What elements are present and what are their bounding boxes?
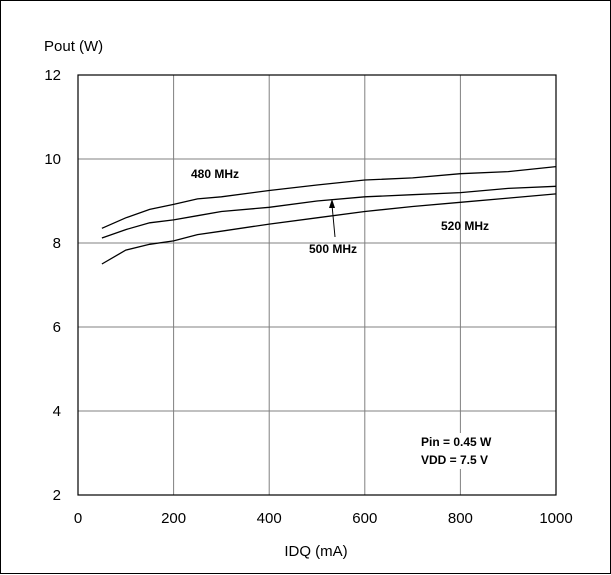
conditions-box-bg (419, 433, 503, 469)
condition-vdd: VDD = 7.5 V (421, 453, 488, 467)
x-tick-label: 400 (257, 510, 282, 527)
condition-pin: Pin = 0.45 W (421, 435, 492, 449)
series-line-520-mhz (101, 193, 557, 265)
x-tick-label: 200 (161, 510, 186, 527)
y-axis-title: Pout (W) (44, 38, 103, 55)
grid-layer (77, 74, 557, 496)
x-tick-label: 0 (74, 510, 82, 527)
y-tick-label: 2 (53, 487, 61, 504)
y-tick-label: 12 (44, 67, 61, 84)
y-tick-label: 8 (53, 235, 61, 252)
x-tick-label: 600 (352, 510, 377, 527)
series-line-500-mhz (101, 185, 557, 239)
x-tick-label: 800 (448, 510, 473, 527)
x-axis-title: IDQ (mA) (284, 543, 347, 560)
x-tick-label: 1000 (539, 510, 572, 527)
series-line-480-mhz (101, 165, 557, 229)
y-tick-label: 10 (44, 151, 61, 168)
plot-area-border (77, 74, 557, 496)
y-tick-label: 6 (53, 319, 61, 336)
label-480-mhz: 480 MHz (191, 167, 239, 181)
label-500-arrow (329, 199, 336, 238)
label-520-mhz: 520 MHz (441, 219, 489, 233)
label-500-mhz: 500 MHz (309, 242, 357, 256)
y-tick-label: 4 (53, 403, 61, 420)
series-layer (101, 165, 557, 265)
tick-label-layer: 0 200 400 600 800 1000 2 4 6 8 10 12 (44, 67, 572, 527)
